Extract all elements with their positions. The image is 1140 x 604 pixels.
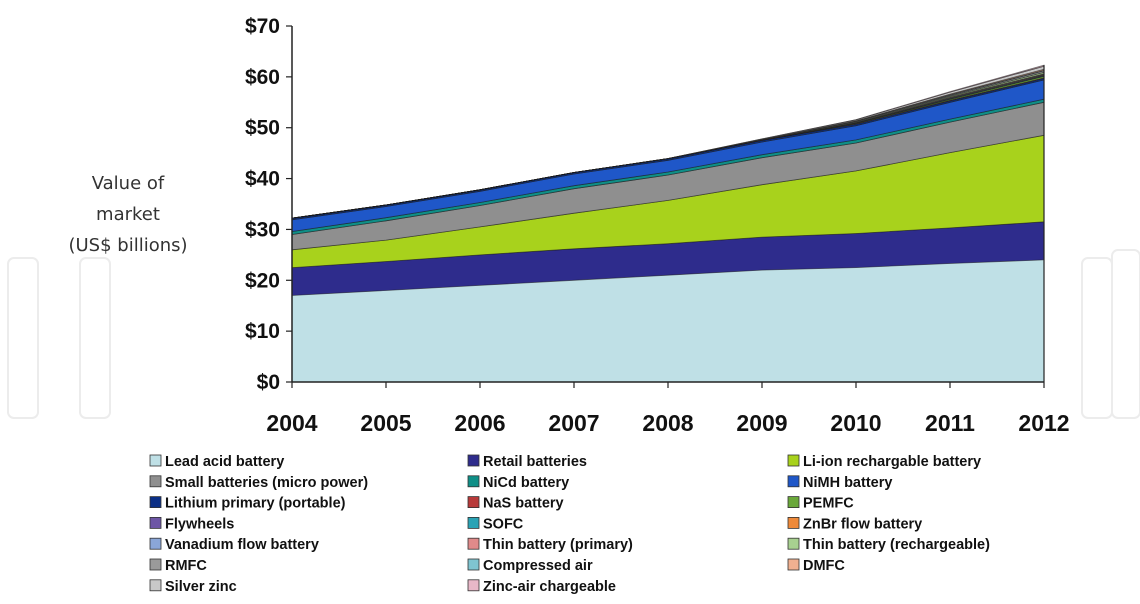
y-tick-label: $0 <box>257 371 280 394</box>
x-tick-label: 2010 <box>830 410 881 436</box>
legend-item: DMFC <box>787 558 845 574</box>
legend-swatch <box>149 579 162 592</box>
legend-item: Flywheels <box>149 516 234 532</box>
x-tick-label: 2006 <box>454 410 505 436</box>
legend-swatch <box>787 475 800 488</box>
legend-swatch <box>467 579 480 592</box>
watermark-shape <box>7 257 39 419</box>
legend-label: Compressed air <box>483 558 593 574</box>
legend-swatch <box>467 558 480 571</box>
legend-label: Retail batteries <box>483 454 587 470</box>
legend-label: Small batteries (micro power) <box>165 475 368 491</box>
legend-item: Small batteries (micro power) <box>149 475 368 491</box>
legend-item: Silver zinc <box>149 579 237 595</box>
legend-label: Thin battery (rechargeable) <box>803 537 990 553</box>
y-tick-label: $40 <box>245 168 280 191</box>
legend-item: SOFC <box>467 516 524 532</box>
legend-label: NiCd battery <box>483 475 569 491</box>
x-tick-label: 2007 <box>548 410 599 436</box>
legend-label: Vanadium flow battery <box>165 537 319 553</box>
x-tick-label: 2004 <box>266 410 317 436</box>
axes: $0 $10 $20 $30 $40 $50 $60 $70 2004 2005 2006 2007 2… <box>245 15 1070 436</box>
legend-item: Thin battery (primary) <box>467 537 633 553</box>
y-tick-label: $30 <box>245 218 280 241</box>
legend-swatch <box>467 454 480 467</box>
watermark-shape <box>79 257 111 419</box>
legend-item: NaS battery <box>467 496 564 512</box>
legend-swatch <box>149 475 162 488</box>
legend-label: Zinc-air chargeable <box>483 579 616 595</box>
area-layers <box>291 64 1045 382</box>
legend-label: RMFC <box>165 558 207 574</box>
legend-swatch <box>149 454 162 467</box>
legend-swatch <box>149 558 162 571</box>
x-tick-label: 2005 <box>360 410 411 436</box>
legend-item: NiMH battery <box>787 475 892 491</box>
y-tick-label: $10 <box>245 320 280 343</box>
y-tick-label: $70 <box>245 15 280 38</box>
legend-swatch <box>467 517 480 529</box>
x-tick-label: 2011 <box>925 410 975 436</box>
legend-item: Lead acid battery <box>149 454 284 470</box>
legend-swatch <box>149 517 162 529</box>
x-tick-label: 2012 <box>1018 410 1069 436</box>
legend-item: Zinc-air chargeable <box>467 579 616 595</box>
legend: Lead acid battery Retail batteries Li-ion … <box>149 454 990 595</box>
legend-item: ZnBr flow battery <box>787 516 922 532</box>
legend-item: Retail batteries <box>467 454 587 470</box>
watermark-shape <box>1081 257 1113 419</box>
legend-swatch <box>787 496 800 509</box>
y-tick-label: $20 <box>245 269 280 292</box>
legend-item: Compressed air <box>467 558 593 574</box>
legend-label: PEMFC <box>803 496 854 512</box>
y-axis-label-line: Value of <box>92 173 165 194</box>
legend-label: SOFC <box>483 516 524 532</box>
legend-swatch <box>787 558 800 571</box>
legend-label: Lead acid battery <box>165 454 284 470</box>
legend-label: NiMH battery <box>803 475 892 491</box>
legend-label: Silver zinc <box>165 579 237 595</box>
background-watermark <box>7 249 1140 419</box>
legend-swatch <box>787 517 800 529</box>
legend-label: NaS battery <box>483 496 564 512</box>
legend-swatch <box>467 537 480 550</box>
y-tick-label: $50 <box>245 117 280 140</box>
area-lead-acid-battery <box>292 259 1044 382</box>
legend-swatch <box>787 454 800 467</box>
legend-swatch <box>149 537 162 550</box>
legend-item: RMFC <box>149 558 207 574</box>
y-axis-label: Value of market (US$ billions) <box>68 173 187 256</box>
legend-label: Lithium primary (portable) <box>165 496 346 512</box>
x-tick-label: 2009 <box>736 410 787 436</box>
legend-swatch <box>467 475 480 488</box>
legend-item: NiCd battery <box>467 475 569 491</box>
y-axis-label-line: (US$ billions) <box>68 235 187 256</box>
legend-item: Thin battery (rechargeable) <box>787 537 990 553</box>
y-axis-label-line: market <box>96 204 160 225</box>
legend-swatch <box>149 496 162 509</box>
legend-label: ZnBr flow battery <box>803 516 922 532</box>
legend-label: Thin battery (primary) <box>483 537 633 553</box>
legend-item: Lithium primary (portable) <box>149 496 346 512</box>
watermark-shape <box>1111 249 1140 419</box>
legend-label: Li-ion rechargable battery <box>803 454 981 470</box>
legend-label: Flywheels <box>165 516 234 532</box>
x-tick-label: 2008 <box>642 410 693 436</box>
y-tick-label: $60 <box>245 66 280 89</box>
legend-item: Vanadium flow battery <box>149 537 319 553</box>
legend-item: PEMFC <box>787 496 854 512</box>
legend-label: DMFC <box>803 558 845 574</box>
legend-swatch <box>467 496 480 509</box>
legend-item: Li-ion rechargable battery <box>787 454 981 470</box>
legend-swatch <box>787 537 800 550</box>
